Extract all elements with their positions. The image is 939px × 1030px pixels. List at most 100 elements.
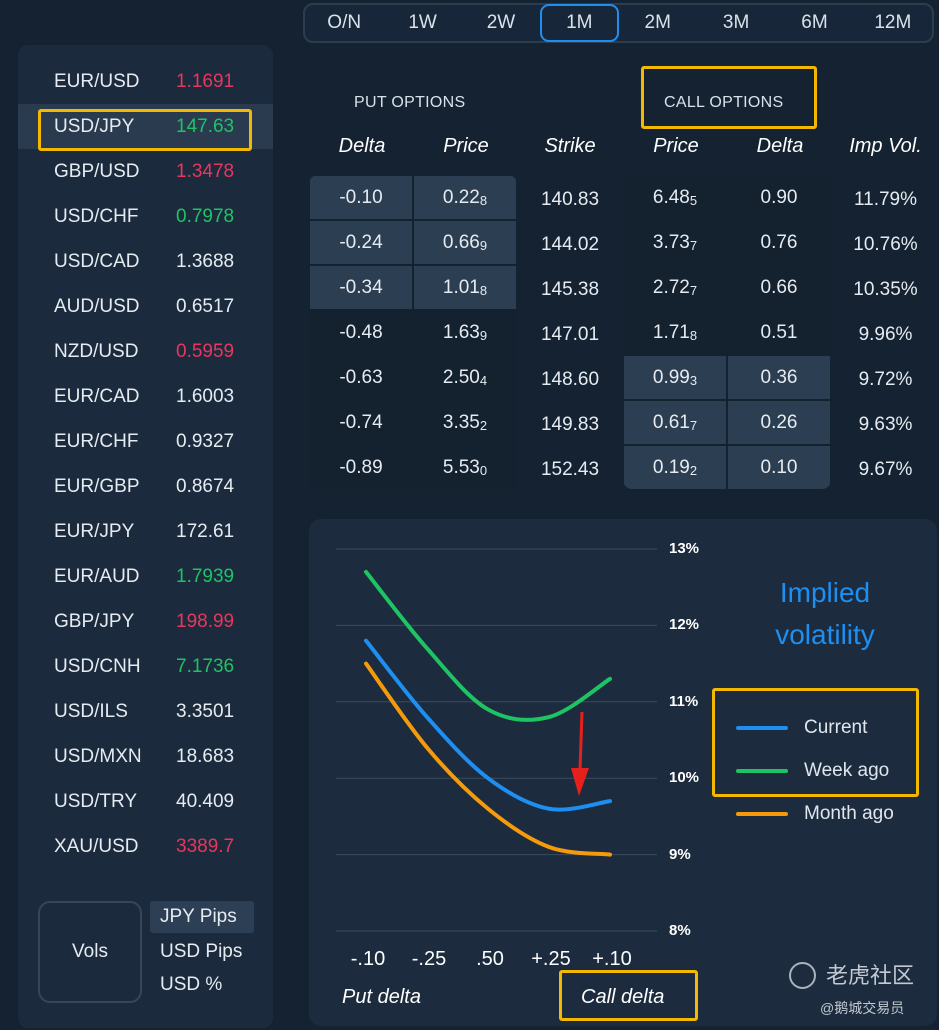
currency-rate: 1.3478 bbox=[176, 160, 235, 182]
call-price-cell[interactable]: 0.19 2 bbox=[624, 446, 726, 489]
tenor-12m[interactable]: 12M bbox=[874, 12, 912, 33]
put-delta-cell[interactable]: -0.63 bbox=[310, 356, 412, 399]
unit-option-usd-pips[interactable]: USD Pips bbox=[160, 941, 243, 962]
series-line-week-ago bbox=[364, 569, 612, 722]
currency-rate: 40.409 bbox=[176, 790, 235, 812]
tenor-1m[interactable]: 1M bbox=[540, 4, 619, 42]
y-tick-label: 11% bbox=[669, 692, 699, 710]
series-line-month-ago bbox=[364, 661, 612, 857]
currency-row-eur-gbp[interactable]: EUR/GBP 0.8674 bbox=[18, 464, 273, 509]
call-delta-cell[interactable]: 0.51 bbox=[728, 311, 830, 354]
currency-row-gbp-usd[interactable]: GBP/USD 1.3478 bbox=[18, 149, 273, 194]
highlight-legend bbox=[712, 688, 919, 797]
call-price-cell-value: 1.71 bbox=[652, 321, 690, 343]
put-price-cell[interactable]: 3.35 2 bbox=[414, 401, 516, 444]
y-tick-label: 12% bbox=[669, 616, 700, 634]
strike-cell: 148.60 bbox=[540, 368, 600, 390]
x-axis-label-put-delta: Put delta bbox=[342, 986, 421, 1008]
call-price-cell[interactable]: 0.61 7 bbox=[624, 401, 726, 444]
put-delta-cell-value: -0.74 bbox=[339, 411, 383, 433]
currency-row-usd-mxn[interactable]: USD/MXN 18.683 bbox=[18, 734, 273, 779]
legend-label-month-ago: Month ago bbox=[804, 803, 894, 824]
call-price-cell-value: 0.61 bbox=[652, 411, 690, 433]
put-delta-cell[interactable]: -0.34 bbox=[310, 266, 412, 309]
put-delta-cell-value: -0.24 bbox=[339, 231, 383, 253]
call-delta-cell[interactable]: 0.26 bbox=[728, 401, 830, 444]
currency-pair: EUR/CHF bbox=[54, 430, 139, 452]
highlight-call-delta bbox=[559, 970, 698, 1021]
put-price-cell-value: 1.63 bbox=[442, 321, 480, 343]
currency-row-usd-chf[interactable]: USD/CHF 0.7978 bbox=[18, 194, 273, 239]
implied-volatility-chart bbox=[309, 519, 937, 1026]
currency-row-gbp-jpy[interactable]: GBP/JPY 198.99 bbox=[18, 599, 273, 644]
put-price-cell-value: 3.35 bbox=[442, 411, 480, 433]
tenor-1w[interactable]: 1W bbox=[408, 12, 437, 33]
put-options-header: PUT OPTIONS bbox=[354, 94, 466, 111]
put-price-cell[interactable]: 1.63 9 bbox=[414, 311, 516, 354]
put-delta-cell[interactable]: -0.89 bbox=[310, 446, 412, 489]
imp-vol-cell: 10.35% bbox=[853, 278, 918, 300]
call-delta-cell[interactable]: 0.10 bbox=[728, 446, 830, 489]
put-price-cell[interactable]: 5.53 0 bbox=[414, 446, 516, 489]
legend-swatch-week-ago bbox=[736, 769, 788, 773]
put-price-cell[interactable]: 1.01 8 bbox=[414, 266, 516, 309]
put-delta-cell[interactable]: -0.74 bbox=[310, 401, 412, 444]
call-delta-cell-value: 0.90 bbox=[760, 186, 798, 208]
put-price-cell[interactable]: 0.66 9 bbox=[414, 221, 516, 264]
call-price-cell[interactable]: 1.71 8 bbox=[624, 311, 726, 354]
put-delta-cell[interactable]: -0.24 bbox=[310, 221, 412, 264]
put-price-cell-value: 5.53 bbox=[442, 456, 480, 478]
put-delta-cell[interactable]: -0.10 bbox=[310, 176, 412, 219]
put-price-cell-value: 0.66 bbox=[442, 231, 480, 253]
call-price-cell[interactable]: 2.72 7 bbox=[624, 266, 726, 309]
unit-option-usd-percent[interactable]: USD % bbox=[160, 974, 223, 995]
currency-row-usd-cad[interactable]: USD/CAD 1.3688 bbox=[18, 239, 273, 284]
put-price-cell-value: 2.50 bbox=[442, 366, 480, 388]
currency-pair: GBP/USD bbox=[54, 160, 140, 182]
put-price-cell[interactable]: 0.22 8 bbox=[414, 176, 516, 219]
currency-row-xau-usd[interactable]: XAU/USD 3389.7 bbox=[18, 824, 273, 869]
put-price-cell-pip-digit: 8 bbox=[479, 193, 488, 208]
currency-row-usd-try[interactable]: USD/TRY 40.409 bbox=[18, 779, 273, 824]
tenor-2w[interactable]: 2W bbox=[486, 12, 516, 33]
y-tick-label: 10% bbox=[669, 769, 700, 787]
unit-option-jpy-pips[interactable]: JPY Pips bbox=[150, 901, 254, 933]
x-tick-label: -.10 bbox=[350, 948, 386, 970]
currency-row-usd-cnh[interactable]: USD/CNH 7.1736 bbox=[18, 644, 273, 689]
tenor-2m[interactable]: 2M bbox=[644, 12, 671, 33]
currency-row-eur-cad[interactable]: EUR/CAD 1.6003 bbox=[18, 374, 273, 419]
call-price-cell[interactable]: 0.99 3 bbox=[624, 356, 726, 399]
currency-pair: USD/CAD bbox=[54, 250, 140, 272]
call-price-cell[interactable]: 3.73 7 bbox=[624, 221, 726, 264]
call-delta-cell[interactable]: 0.66 bbox=[728, 266, 830, 309]
x-tick-label: -.25 bbox=[411, 948, 447, 970]
imp-vol-cell: 9.96% bbox=[858, 323, 913, 345]
currency-row-aud-usd[interactable]: AUD/USD 0.6517 bbox=[18, 284, 273, 329]
call-price-cell-pip-digit: 5 bbox=[689, 193, 698, 208]
currency-row-eur-chf[interactable]: EUR/CHF 0.9327 bbox=[18, 419, 273, 464]
call-delta-cell[interactable]: 0.36 bbox=[728, 356, 830, 399]
currency-pair: EUR/JPY bbox=[54, 520, 135, 542]
currency-row-eur-aud[interactable]: EUR/AUD 1.7939 bbox=[18, 554, 273, 599]
put-delta-cell[interactable]: -0.48 bbox=[310, 311, 412, 354]
vols-button[interactable]: Vols bbox=[38, 901, 142, 1003]
call-delta-cell[interactable]: 0.76 bbox=[728, 221, 830, 264]
currency-row-nzd-usd[interactable]: NZD/USD 0.5959 bbox=[18, 329, 273, 374]
call-price-cell-value: 2.72 bbox=[652, 276, 690, 298]
call-price-cell[interactable]: 6.48 5 bbox=[624, 176, 726, 219]
currency-rate: 7.1736 bbox=[176, 655, 235, 677]
tenor-on[interactable]: O/N bbox=[327, 12, 362, 33]
call-price-cell-pip-digit: 8 bbox=[689, 328, 698, 343]
tenor-6m[interactable]: 6M bbox=[801, 12, 828, 33]
currency-row-eur-jpy[interactable]: EUR/JPY 172.61 bbox=[18, 509, 273, 554]
call-options-header: CALL OPTIONS bbox=[664, 94, 784, 111]
currency-pair: USD/CHF bbox=[54, 205, 139, 227]
currency-rate: 0.5959 bbox=[176, 340, 235, 362]
tenor-3m[interactable]: 3M bbox=[722, 12, 750, 33]
legend-week-ago: Week ago bbox=[736, 759, 889, 783]
currency-row-usd-ils[interactable]: USD/ILS 3.3501 bbox=[18, 689, 273, 734]
call-delta-cell[interactable]: 0.90 bbox=[728, 176, 830, 219]
put-price-cell[interactable]: 2.50 4 bbox=[414, 356, 516, 399]
currency-row-eur-usd[interactable]: EUR/USD 1.1691 bbox=[18, 59, 273, 104]
put-price-cell-pip-digit: 0 bbox=[479, 463, 488, 478]
